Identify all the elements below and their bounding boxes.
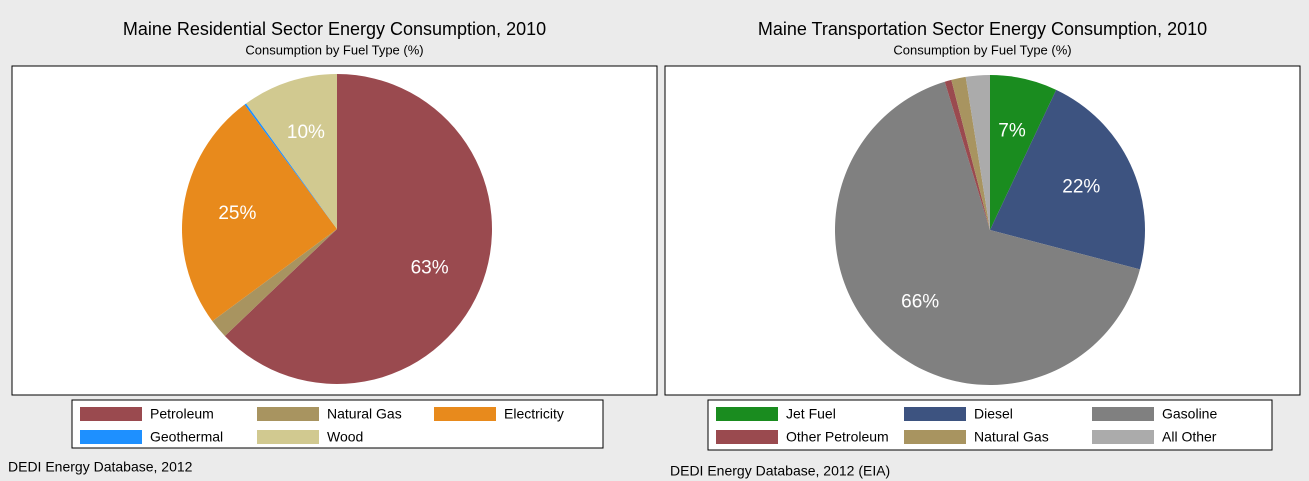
legend-label: Other Petroleum xyxy=(786,429,889,445)
pie-slice xyxy=(182,104,337,322)
legend-swatch xyxy=(716,430,778,444)
data-label: 10% xyxy=(287,122,325,143)
data-label: 7% xyxy=(998,121,1026,142)
legend-label: Jet Fuel xyxy=(786,406,836,422)
legend-label: Gasoline xyxy=(1162,406,1217,422)
pie-slice xyxy=(212,229,337,336)
pie-slice xyxy=(244,103,337,229)
chart-title: Maine Transportation Sector Energy Consu… xyxy=(758,19,1207,39)
pie-slice xyxy=(990,75,1057,230)
pie-slice xyxy=(990,89,1145,270)
legend-label: Diesel xyxy=(974,406,1013,422)
legend-swatch xyxy=(80,430,142,444)
legend-label: Electricity xyxy=(504,406,564,422)
legend-swatch xyxy=(904,407,966,421)
legend xyxy=(707,399,1273,451)
source-note: DEDI Energy Database, 2012 (EIA) xyxy=(670,463,890,479)
legend-swatch xyxy=(257,407,319,421)
source-note: DEDI Energy Database, 2012 xyxy=(8,459,193,475)
legend-swatch xyxy=(257,430,319,444)
pie-slice xyxy=(965,75,990,230)
legend-label: Natural Gas xyxy=(327,406,402,422)
chart-subtitle: Consumption by Fuel Type (%) xyxy=(893,42,1071,57)
legend-label: Natural Gas xyxy=(974,429,1049,445)
pie-slice xyxy=(834,81,1140,385)
chart-subtitle: Consumption by Fuel Type (%) xyxy=(245,42,423,57)
legend-label: Geothermal xyxy=(150,429,223,445)
legend-swatch xyxy=(1092,430,1154,444)
pie-slice xyxy=(246,74,337,229)
pie-slice xyxy=(224,74,493,384)
legend-label: Petroleum xyxy=(150,406,214,422)
data-label: 25% xyxy=(218,203,256,224)
chart-title: Maine Residential Sector Energy Consumpt… xyxy=(123,19,546,39)
data-label: 66% xyxy=(901,292,939,313)
legend-swatch xyxy=(80,407,142,421)
legend-label: Wood xyxy=(327,429,363,445)
legend xyxy=(71,399,604,449)
legend-swatch xyxy=(904,430,966,444)
pie-slice xyxy=(944,79,990,230)
legend-swatch xyxy=(1092,407,1154,421)
legend-swatch xyxy=(716,407,778,421)
data-label: 63% xyxy=(411,258,449,279)
data-label: 22% xyxy=(1062,176,1100,197)
legend-label: All Other xyxy=(1162,429,1217,445)
pie-slice xyxy=(951,76,990,230)
legend-swatch xyxy=(434,407,496,421)
